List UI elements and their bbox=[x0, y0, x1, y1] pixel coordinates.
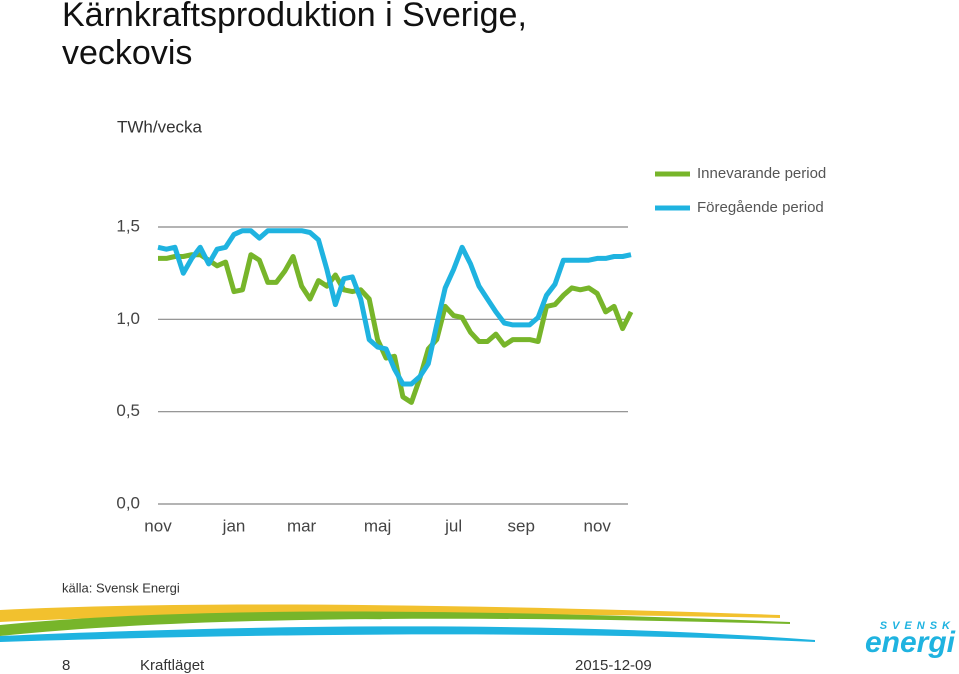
x-tick-label: nov bbox=[144, 516, 172, 535]
legend-label: Innevarande period bbox=[697, 165, 826, 182]
x-tick-label: mar bbox=[287, 516, 317, 535]
footer-name: Kraftläget bbox=[140, 657, 205, 674]
logo-bottom: energi bbox=[865, 626, 956, 659]
y-tick-label: 1,0 bbox=[116, 309, 140, 328]
x-tick-label: jan bbox=[222, 516, 246, 535]
y-tick-label: 0,0 bbox=[116, 493, 140, 512]
y-tick-label: 0,5 bbox=[116, 401, 140, 420]
page-number: 8 bbox=[62, 657, 70, 674]
x-tick-label: nov bbox=[584, 516, 612, 535]
series-line bbox=[157, 228, 632, 387]
source: källa: Svensk Energi bbox=[62, 580, 180, 595]
legend-label: Föregående period bbox=[697, 199, 824, 216]
y-axis-label: TWh/vecka bbox=[117, 117, 203, 136]
y-tick-label: 1,5 bbox=[116, 216, 140, 235]
decor-band bbox=[0, 626, 815, 642]
series-line bbox=[158, 252, 634, 405]
decor-band bbox=[0, 611, 790, 636]
x-tick-label: jul bbox=[444, 516, 462, 535]
x-tick-label: sep bbox=[507, 516, 534, 535]
logo-top: SVENSK bbox=[880, 620, 955, 632]
footer-date: 2015-12-09 bbox=[575, 657, 652, 674]
x-tick-label: maj bbox=[364, 516, 391, 535]
chart-title: Kärnkraftsproduktion i Sverige, veckovis bbox=[62, 0, 527, 72]
